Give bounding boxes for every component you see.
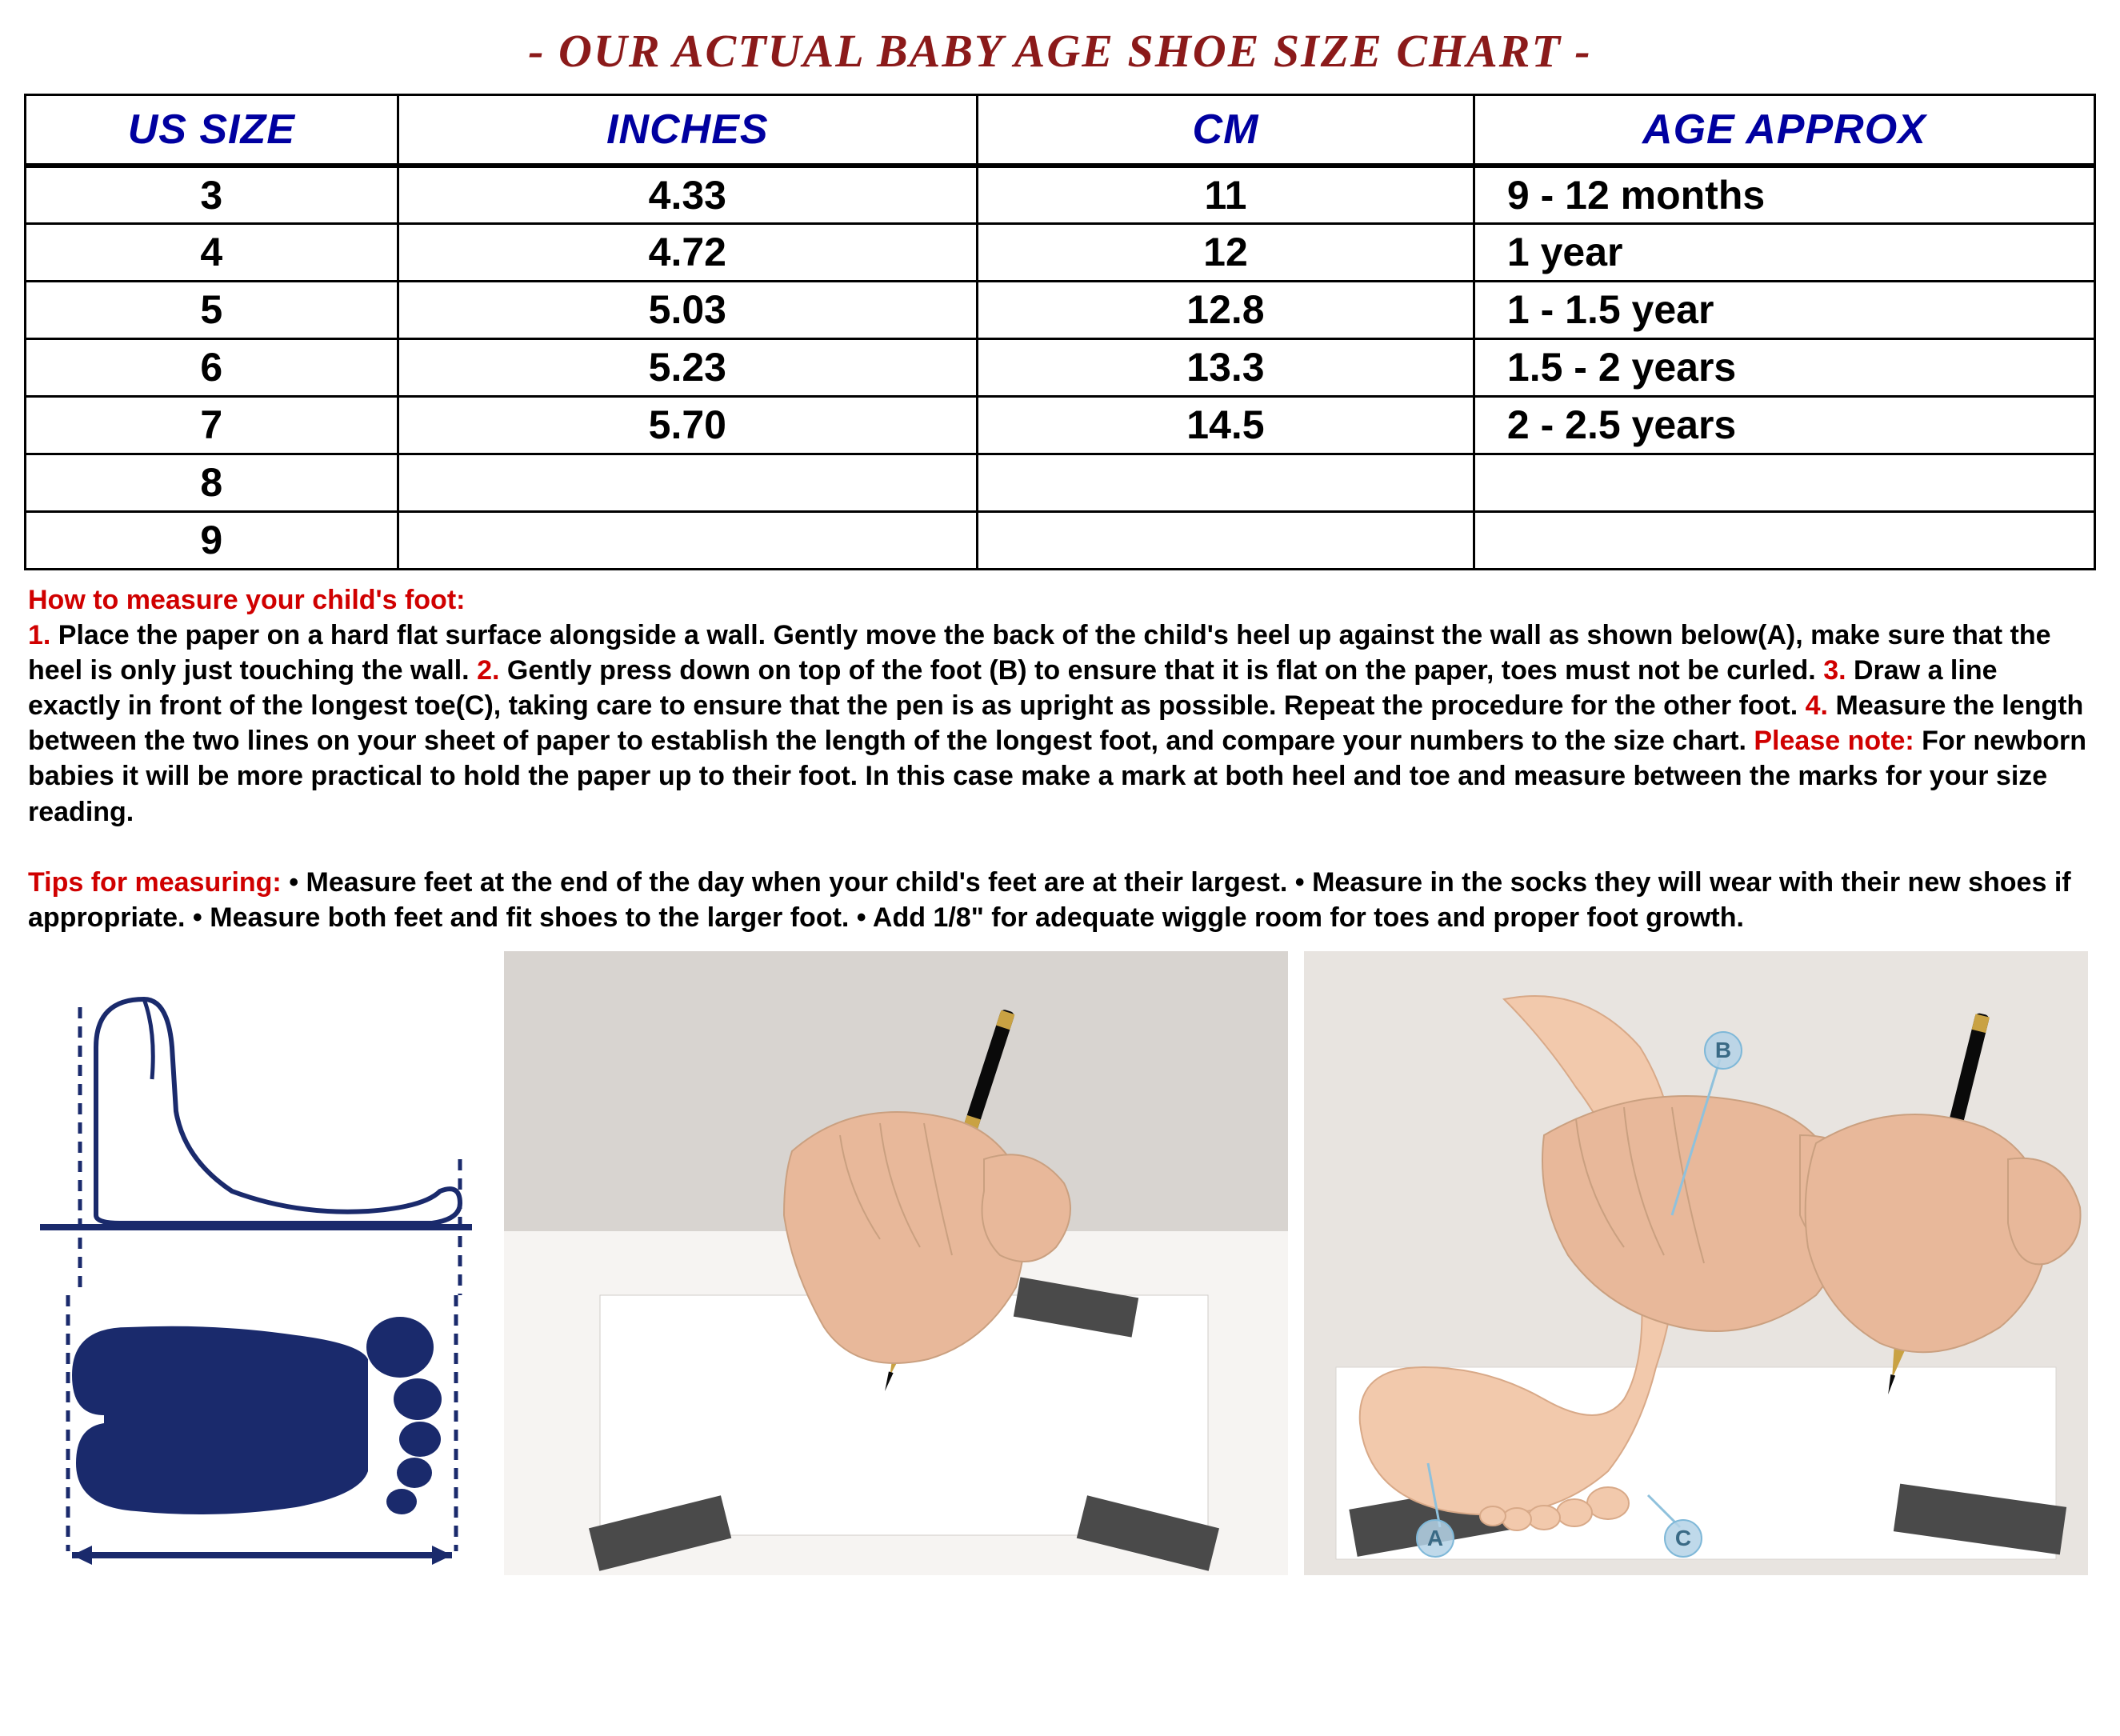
cell-cm bbox=[978, 511, 1474, 569]
measure-photo-2-icon bbox=[1304, 951, 2088, 1575]
cell-age: 2 - 2.5 years bbox=[1474, 396, 2094, 454]
cell-cm bbox=[978, 454, 1474, 511]
measure-photo-2: B A C bbox=[1304, 951, 2088, 1575]
cell-age: 1 year bbox=[1474, 223, 2094, 281]
cell-age: 1.5 - 2 years bbox=[1474, 338, 2094, 396]
cell-in: 4.33 bbox=[398, 166, 977, 223]
table-header-row: US SIZE INCHES CM AGE APPROX bbox=[26, 95, 2095, 166]
cell-in: 5.03 bbox=[398, 281, 977, 338]
instructions-block: How to measure your child's foot: 1. Pla… bbox=[28, 582, 2092, 936]
note-label: Please note: bbox=[1754, 726, 1914, 756]
cell-us: 9 bbox=[26, 511, 398, 569]
step-number: 2. bbox=[477, 655, 499, 686]
cell-us: 8 bbox=[26, 454, 398, 511]
foot-diagram-icon bbox=[24, 951, 488, 1575]
table-row: 9 bbox=[26, 511, 2095, 569]
table-row: 8 bbox=[26, 454, 2095, 511]
cell-age bbox=[1474, 511, 2094, 569]
cell-in: 4.72 bbox=[398, 223, 977, 281]
measure-photo-1 bbox=[504, 951, 1288, 1575]
table-row: 5 5.03 12.8 1 - 1.5 year bbox=[26, 281, 2095, 338]
instructions-heading: How to measure your child's foot: bbox=[28, 585, 465, 615]
tips-text: • Measure feet at the end of the day whe… bbox=[28, 867, 2071, 933]
cell-cm: 11 bbox=[978, 166, 1474, 223]
cell-cm: 14.5 bbox=[978, 396, 1474, 454]
table-row: 6 5.23 13.3 1.5 - 2 years bbox=[26, 338, 2095, 396]
col-header-age: AGE APPROX bbox=[1474, 95, 2094, 166]
cell-us: 6 bbox=[26, 338, 398, 396]
cell-in bbox=[398, 511, 977, 569]
cell-age bbox=[1474, 454, 2094, 511]
cell-in: 5.70 bbox=[398, 396, 977, 454]
table-row: 4 4.72 12 1 year bbox=[26, 223, 2095, 281]
size-chart-table: US SIZE INCHES CM AGE APPROX 3 4.33 11 9… bbox=[24, 94, 2096, 570]
col-header-inches: INCHES bbox=[398, 95, 977, 166]
cell-in bbox=[398, 454, 977, 511]
cell-cm: 12.8 bbox=[978, 281, 1474, 338]
cell-us: 3 bbox=[26, 166, 398, 223]
cell-in: 5.23 bbox=[398, 338, 977, 396]
foot-diagram-panel bbox=[24, 951, 488, 1575]
step-number: 3. bbox=[1823, 655, 1846, 686]
cell-us: 5 bbox=[26, 281, 398, 338]
measure-photo-1-icon bbox=[504, 951, 1288, 1575]
cell-age: 9 - 12 months bbox=[1474, 166, 2094, 223]
step-number: 4. bbox=[1806, 690, 1828, 721]
cell-cm: 13.3 bbox=[978, 338, 1474, 396]
cell-us: 4 bbox=[26, 223, 398, 281]
cell-us: 7 bbox=[26, 396, 398, 454]
col-header-us-size: US SIZE bbox=[26, 95, 398, 166]
tips-label: Tips for measuring: bbox=[28, 867, 282, 898]
page-title: - OUR ACTUAL BABY AGE SHOE SIZE CHART - bbox=[24, 24, 2096, 78]
step-text: Gently press down on top of the foot (B)… bbox=[499, 655, 1823, 686]
illustration-row: B A C bbox=[24, 951, 2096, 1575]
col-header-cm: CM bbox=[978, 95, 1474, 166]
cell-age: 1 - 1.5 year bbox=[1474, 281, 2094, 338]
table-row: 7 5.70 14.5 2 - 2.5 years bbox=[26, 396, 2095, 454]
table-row: 3 4.33 11 9 - 12 months bbox=[26, 166, 2095, 223]
cell-cm: 12 bbox=[978, 223, 1474, 281]
step-number: 1. bbox=[28, 620, 50, 650]
